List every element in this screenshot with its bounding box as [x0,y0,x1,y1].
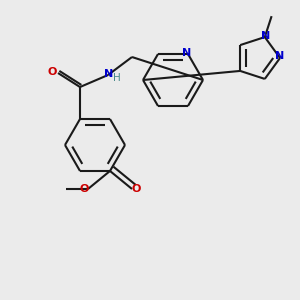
Text: N: N [275,51,285,61]
Text: O: O [131,184,141,194]
Text: N: N [182,47,192,58]
Text: O: O [48,67,57,77]
Text: N: N [261,31,270,41]
Text: H: H [112,73,120,82]
Text: O: O [79,184,89,194]
Text: N: N [104,68,113,79]
